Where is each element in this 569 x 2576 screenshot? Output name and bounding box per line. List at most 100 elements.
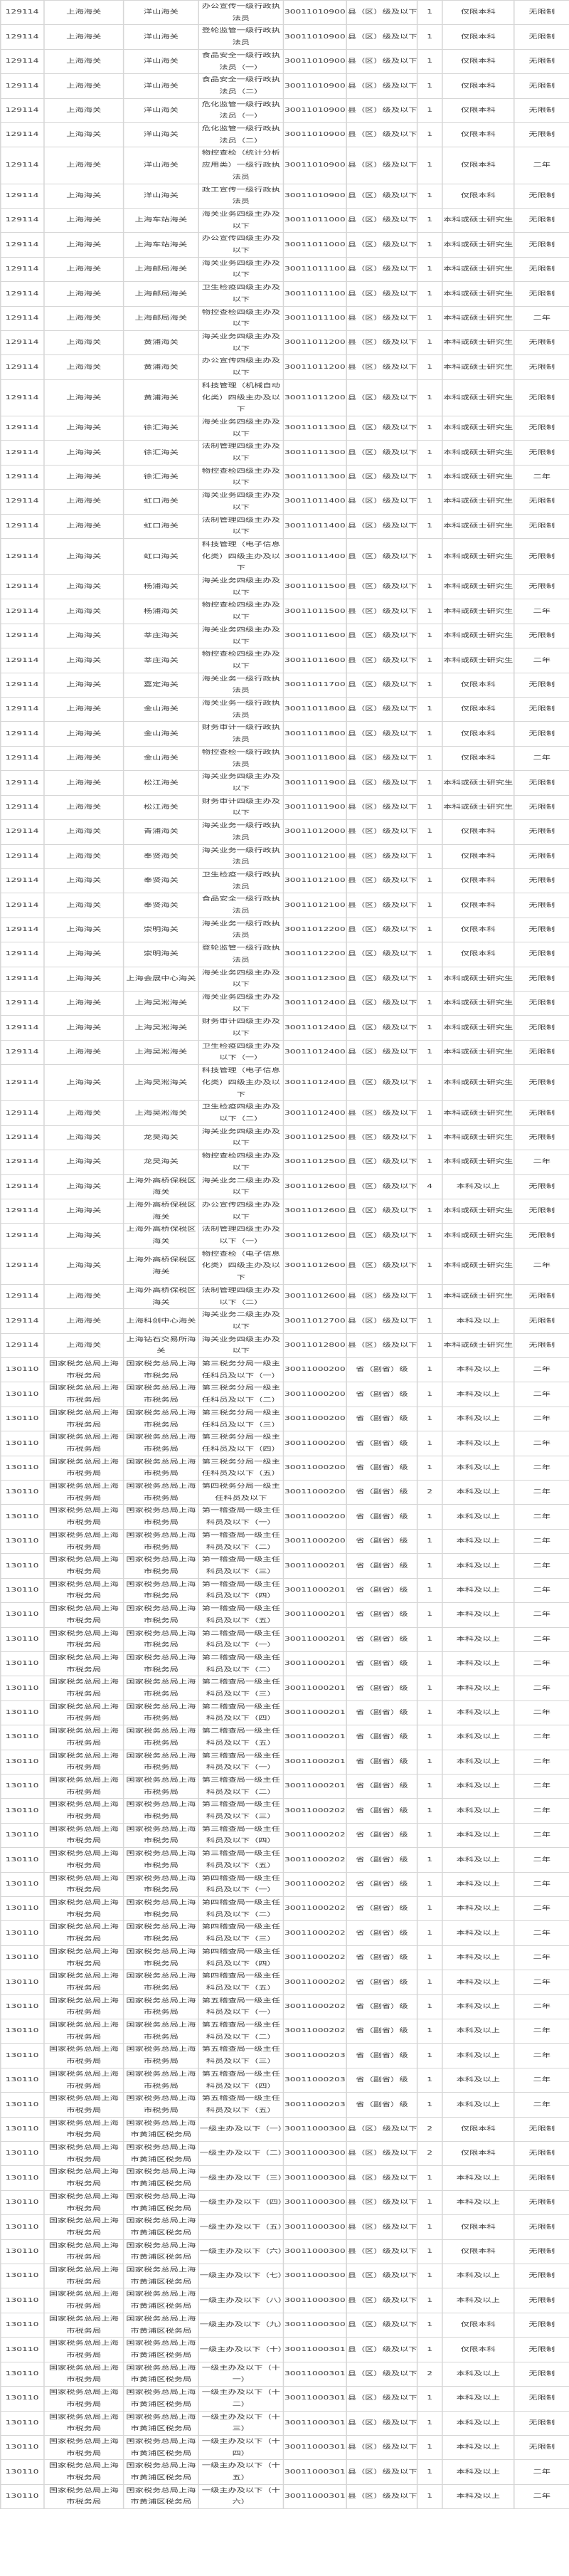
level-cell: 县（区）级及以下 bbox=[346, 1198, 418, 1224]
unit-cell: 上海外高桥保税区海关 bbox=[122, 1174, 199, 1199]
headcount-cell: 1 bbox=[416, 1283, 443, 1310]
department-cell: 国家税务总局上海市税务局 bbox=[43, 2459, 124, 2485]
recruitment-positions-table: 129114 上海海关 洋山海关 办公宣传一级行政执法员 300110109002 县（区… bbox=[0, 0, 569, 2510]
level-cell: 省（副省）级 bbox=[346, 1431, 418, 1456]
position-code-cell: 300110002020 bbox=[282, 1798, 347, 1824]
experience-cell: 无限制 bbox=[513, 770, 569, 796]
headcount-cell: 1 bbox=[416, 2019, 443, 2044]
agency-code-cell: 129114 bbox=[0, 513, 45, 539]
agency-code-cell: 130110 bbox=[0, 1406, 45, 1432]
experience-cell: 二年 bbox=[513, 2459, 569, 2485]
headcount-cell: 1 bbox=[416, 599, 443, 624]
agency-code-cell: 129114 bbox=[0, 794, 45, 821]
department-cell: 国家税务总局上海市税务局 bbox=[43, 1725, 124, 1750]
experience-cell: 无限制 bbox=[513, 623, 569, 649]
experience-cell: 二年 bbox=[513, 2483, 569, 2510]
agency-code-cell: 129114 bbox=[0, 1039, 45, 1066]
agency-code-cell: 129114 bbox=[0, 1174, 45, 1199]
headcount-cell: 1 bbox=[416, 537, 443, 576]
headcount-cell: 1 bbox=[416, 917, 443, 943]
unit-cell: 上海邮局海关 bbox=[122, 305, 199, 331]
position-code-cell: 300110124001 bbox=[282, 990, 347, 1016]
experience-cell: 二年 bbox=[513, 1749, 569, 1775]
table-row: 130110 国家税务总局上海市税务局 国家税务总局上海市税务局 第三稽查局一级主任科… bbox=[0, 1822, 569, 1849]
department-cell: 国家税务总局上海市税务局 bbox=[43, 2189, 124, 2216]
headcount-cell: 1 bbox=[416, 2386, 443, 2412]
headcount-cell: 1 bbox=[416, 281, 443, 307]
table-row: 129114 上海海关 上海外高桥保税区海关 物控查检（电子信息化类）四级主办及以下 3… bbox=[0, 1247, 569, 1285]
level-cell: 县（区）级及以下 bbox=[346, 98, 418, 124]
table-row: 129114 上海海关 杨浦海关 海关业务四级主办及以下 300110115001 县（区… bbox=[0, 574, 569, 600]
table-row: 129114 上海海关 莘庄海关 海关业务四级主办及以下 300110116001 县（区… bbox=[0, 623, 569, 649]
position-cell: 第四税务分局一级主任科员及以下 bbox=[198, 1480, 284, 1505]
experience-cell: 二年 bbox=[513, 1994, 569, 2020]
headcount-cell: 1 bbox=[416, 1553, 443, 1579]
unit-cell: 国家税务总局上海市税务局 bbox=[122, 1382, 199, 1407]
level-cell: 县（区）级及以下 bbox=[346, 2361, 418, 2387]
position-cell: 海关业务一级行政执法员 bbox=[198, 697, 284, 722]
experience-cell: 二年 bbox=[513, 1822, 569, 1849]
unit-cell: 国家税务总局上海市税务局 bbox=[122, 1822, 199, 1849]
table-row: 129114 上海海关 徐汇海关 法制管理四级主办及以下 300110113002 县（区… bbox=[0, 440, 569, 466]
education-cell: 本科及以上 bbox=[442, 1994, 515, 2020]
position-cell: 第五稽查局一级主任科员及以下（一） bbox=[198, 1994, 284, 2020]
agency-code-cell: 129114 bbox=[0, 537, 45, 576]
table-row: 130110 国家税务总局上海市税务局 国家税务总局上海市税务局 第二稽查局一级主任科… bbox=[0, 1700, 569, 1726]
headcount-cell: 1 bbox=[416, 232, 443, 258]
position-code-cell: 300110126001 bbox=[282, 1174, 347, 1199]
agency-code-cell: 129114 bbox=[0, 489, 45, 515]
table-row: 129114 上海海关 奉贤海关 卫生检疫一级行政执法员 300110121002 县（区… bbox=[0, 868, 569, 894]
experience-cell: 二年 bbox=[513, 1406, 569, 1432]
position-code-cell: 300110002024 bbox=[282, 1896, 347, 1922]
level-cell: 县（区）级及以下 bbox=[346, 354, 418, 380]
headcount-cell: 1 bbox=[416, 1970, 443, 1995]
education-cell: 本科及以上 bbox=[442, 2434, 515, 2461]
level-cell: 县（区）级及以下 bbox=[346, 73, 418, 99]
table-row: 130110 国家税务总局上海市税务局 国家税务总局上海市税务局 第四稽查局一级主任科… bbox=[0, 1945, 569, 1971]
department-cell: 国家税务总局上海市税务局 bbox=[43, 1431, 124, 1456]
agency-code-cell: 130110 bbox=[0, 1773, 45, 1799]
position-code-cell: 300110003015 bbox=[282, 2459, 347, 2485]
position-code-cell: 300110002006 bbox=[282, 1455, 347, 1481]
position-cell: 危化监管一级行政执法员（二） bbox=[198, 122, 284, 148]
unit-cell: 国家税务总局上海市税务局 bbox=[122, 1357, 199, 1383]
agency-code-cell: 130110 bbox=[0, 1431, 45, 1456]
headcount-cell: 1 bbox=[416, 1822, 443, 1849]
education-cell: 本科或硕士研究生 bbox=[442, 305, 515, 331]
agency-code-cell: 130110 bbox=[0, 1651, 45, 1677]
unit-cell: 国家税务总局上海市税务局 bbox=[122, 1725, 199, 1750]
table-row: 129114 上海海关 松江海关 财务审计四级主办及以下 300110119002 县（区… bbox=[0, 794, 569, 821]
agency-code-cell: 130110 bbox=[0, 2067, 45, 2093]
education-cell: 仅限本科 bbox=[442, 868, 515, 894]
experience-cell: 无限制 bbox=[513, 2361, 569, 2387]
unit-cell: 国家税务总局上海市税务局 bbox=[122, 1651, 199, 1677]
unit-cell: 国家税务总局上海市黄浦区税务局 bbox=[122, 2264, 199, 2289]
position-cell: 第四稽查局一级主任科员及以下（四） bbox=[198, 1945, 284, 1971]
department-cell: 国家税务总局上海市税务局 bbox=[43, 1528, 124, 1555]
table-row: 130110 国家税务总局上海市税务局 国家税务总局上海市税务局 第五稽查局一级主任科… bbox=[0, 2092, 569, 2118]
agency-code-cell: 129114 bbox=[0, 1198, 45, 1224]
education-cell: 本科及以上 bbox=[442, 1871, 515, 1897]
education-cell: 本科及以上 bbox=[442, 1504, 515, 1530]
experience-cell: 二年 bbox=[513, 745, 569, 772]
education-cell: 本科或硕士研究生 bbox=[442, 1223, 515, 1248]
level-cell: 县（区）级及以下 bbox=[346, 623, 418, 649]
department-cell: 上海海关 bbox=[43, 623, 124, 649]
level-cell: 县（区）级及以下 bbox=[346, 868, 418, 894]
level-cell: 县（区）级及以下 bbox=[346, 1015, 418, 1041]
position-cell: 物控查检四级主办及以下 bbox=[198, 305, 284, 331]
unit-cell: 国家税务总局上海市税务局 bbox=[122, 1602, 199, 1628]
position-code-cell: 300110003010 bbox=[282, 2337, 347, 2362]
headcount-cell: 1 bbox=[416, 464, 443, 490]
department-cell: 国家税务总局上海市税务局 bbox=[43, 2067, 124, 2093]
education-cell: 仅限本科 bbox=[442, 183, 515, 209]
position-code-cell: 300110121002 bbox=[282, 868, 347, 894]
department-cell: 国家税务总局上海市税务局 bbox=[43, 1382, 124, 1407]
experience-cell: 无限制 bbox=[513, 819, 569, 845]
headcount-cell: 1 bbox=[416, 354, 443, 380]
agency-code-cell: 130110 bbox=[0, 1577, 45, 1604]
table-row: 130110 国家税务总局上海市税务局 国家税务总局上海市税务局 第三税务分局一级主任… bbox=[0, 1455, 569, 1481]
agency-code-cell: 130110 bbox=[0, 1896, 45, 1922]
department-cell: 上海海关 bbox=[43, 48, 124, 75]
agency-code-cell: 129114 bbox=[0, 721, 45, 747]
